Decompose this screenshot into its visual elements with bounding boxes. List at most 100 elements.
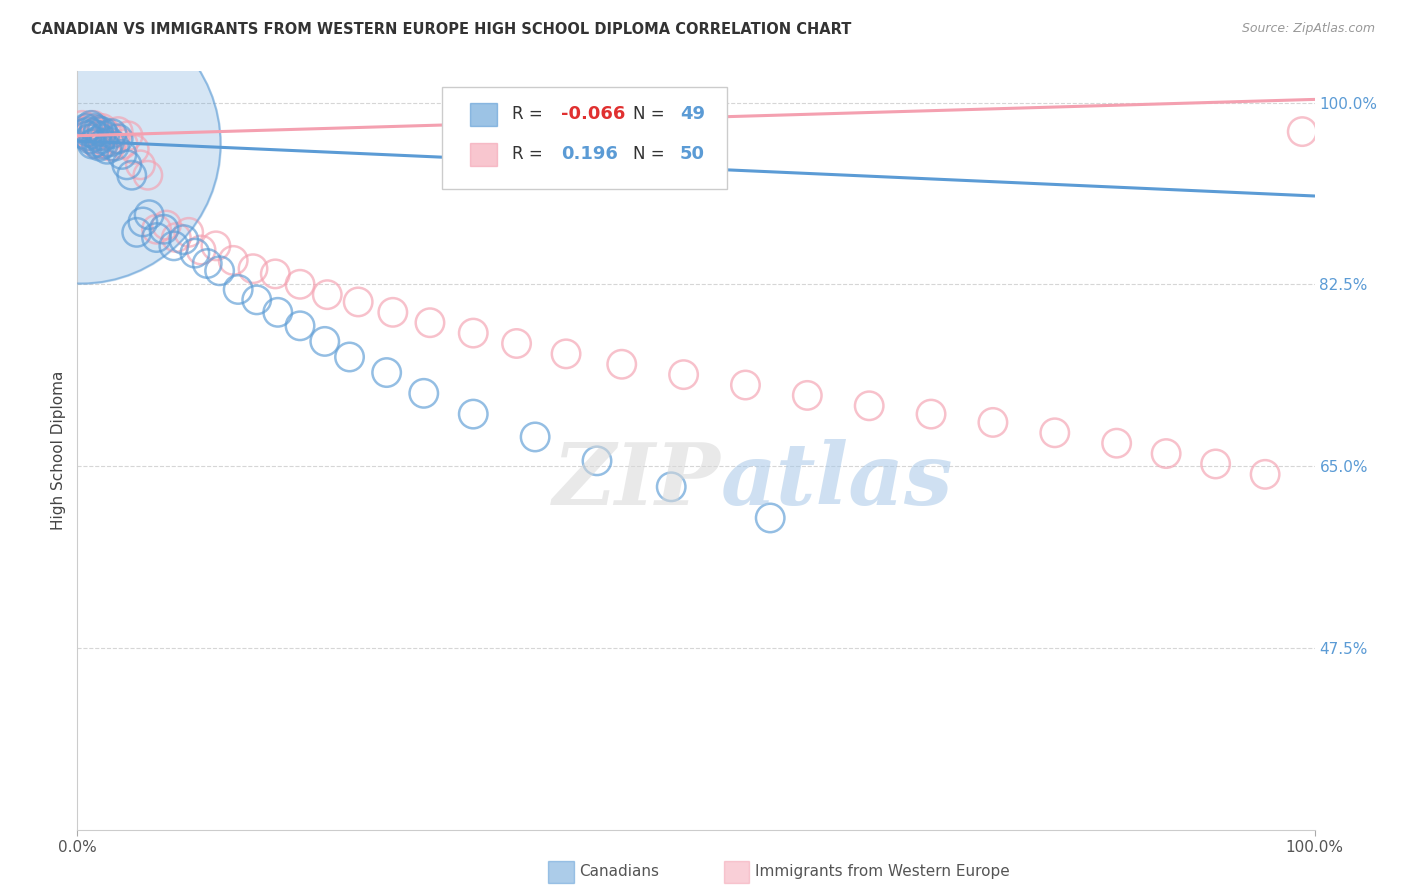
Point xyxy=(82,127,104,141)
Point xyxy=(90,132,112,146)
Point xyxy=(347,294,370,309)
Point xyxy=(165,230,187,244)
Text: ZIP: ZIP xyxy=(553,439,721,523)
Point xyxy=(375,366,398,380)
Point xyxy=(86,137,108,152)
Point xyxy=(73,125,96,139)
Point xyxy=(122,142,145,156)
Point xyxy=(163,239,186,253)
Point xyxy=(117,128,139,143)
Point xyxy=(419,316,441,330)
Point xyxy=(70,137,93,152)
FancyBboxPatch shape xyxy=(470,143,496,166)
Point xyxy=(734,378,756,392)
Point xyxy=(264,267,287,281)
Point xyxy=(208,264,231,278)
Text: atlas: atlas xyxy=(721,439,953,523)
Point xyxy=(759,511,782,525)
Point xyxy=(72,119,94,133)
Point xyxy=(288,318,311,333)
Text: R =: R = xyxy=(512,105,547,123)
Point xyxy=(505,336,527,351)
Point xyxy=(76,128,98,143)
Point xyxy=(107,125,129,139)
Point xyxy=(672,368,695,382)
Point xyxy=(1291,125,1313,139)
Point xyxy=(316,287,339,301)
Point xyxy=(138,208,160,222)
Point xyxy=(184,246,207,260)
Point xyxy=(463,407,485,421)
Text: Source: ZipAtlas.com: Source: ZipAtlas.com xyxy=(1241,22,1375,36)
Point xyxy=(190,243,212,257)
Point xyxy=(381,305,404,319)
Point xyxy=(96,142,118,156)
Point xyxy=(91,125,114,139)
Point xyxy=(339,350,361,364)
Point xyxy=(112,137,135,152)
Point xyxy=(129,158,152,172)
Text: 0.196: 0.196 xyxy=(561,145,619,163)
Point xyxy=(920,407,942,421)
Point xyxy=(121,168,143,182)
Point xyxy=(79,121,101,136)
FancyBboxPatch shape xyxy=(443,87,727,189)
Point xyxy=(103,139,125,153)
Point xyxy=(132,215,155,229)
Point xyxy=(107,132,129,146)
Point xyxy=(93,128,115,143)
Point xyxy=(205,239,228,253)
Text: N =: N = xyxy=(633,105,669,123)
Point xyxy=(195,256,218,270)
Point xyxy=(314,334,336,349)
Text: R =: R = xyxy=(512,145,547,163)
Point xyxy=(155,218,177,232)
Point xyxy=(115,158,138,172)
Point xyxy=(91,137,114,152)
Point xyxy=(659,480,682,494)
Text: 50: 50 xyxy=(681,145,704,163)
Point xyxy=(463,326,485,340)
Point xyxy=(100,139,122,153)
Point xyxy=(288,277,311,292)
Point xyxy=(70,137,93,152)
Point xyxy=(82,137,104,152)
Point xyxy=(242,261,264,276)
Point xyxy=(555,347,578,361)
Point xyxy=(145,230,167,244)
Point xyxy=(111,147,134,161)
Text: Immigrants from Western Europe: Immigrants from Western Europe xyxy=(755,864,1010,879)
Text: Canadians: Canadians xyxy=(579,864,659,879)
Point xyxy=(77,125,100,139)
Point xyxy=(75,121,97,136)
Point xyxy=(98,135,121,149)
Point xyxy=(145,222,167,236)
Point xyxy=(136,168,159,182)
Point xyxy=(82,132,104,146)
Point xyxy=(1154,446,1177,460)
Point xyxy=(84,135,107,149)
Point xyxy=(222,253,245,268)
Point xyxy=(246,293,269,307)
Point xyxy=(76,128,98,143)
Point xyxy=(173,233,195,247)
Point xyxy=(86,128,108,143)
Point xyxy=(226,283,249,297)
Point xyxy=(1205,457,1227,471)
Point xyxy=(1254,467,1277,482)
Point xyxy=(91,121,114,136)
Point xyxy=(125,225,148,239)
Y-axis label: High School Diploma: High School Diploma xyxy=(51,371,66,530)
Point xyxy=(586,454,609,468)
Point xyxy=(177,225,200,239)
Text: -0.066: -0.066 xyxy=(561,105,626,123)
Point xyxy=(103,132,125,146)
Point xyxy=(412,386,434,401)
Point xyxy=(89,128,111,143)
Point xyxy=(267,305,290,319)
Text: CANADIAN VS IMMIGRANTS FROM WESTERN EUROPE HIGH SCHOOL DIPLOMA CORRELATION CHART: CANADIAN VS IMMIGRANTS FROM WESTERN EURO… xyxy=(31,22,851,37)
Point xyxy=(87,123,110,137)
Point xyxy=(83,121,105,136)
Point xyxy=(93,135,115,149)
Point xyxy=(1043,425,1066,440)
